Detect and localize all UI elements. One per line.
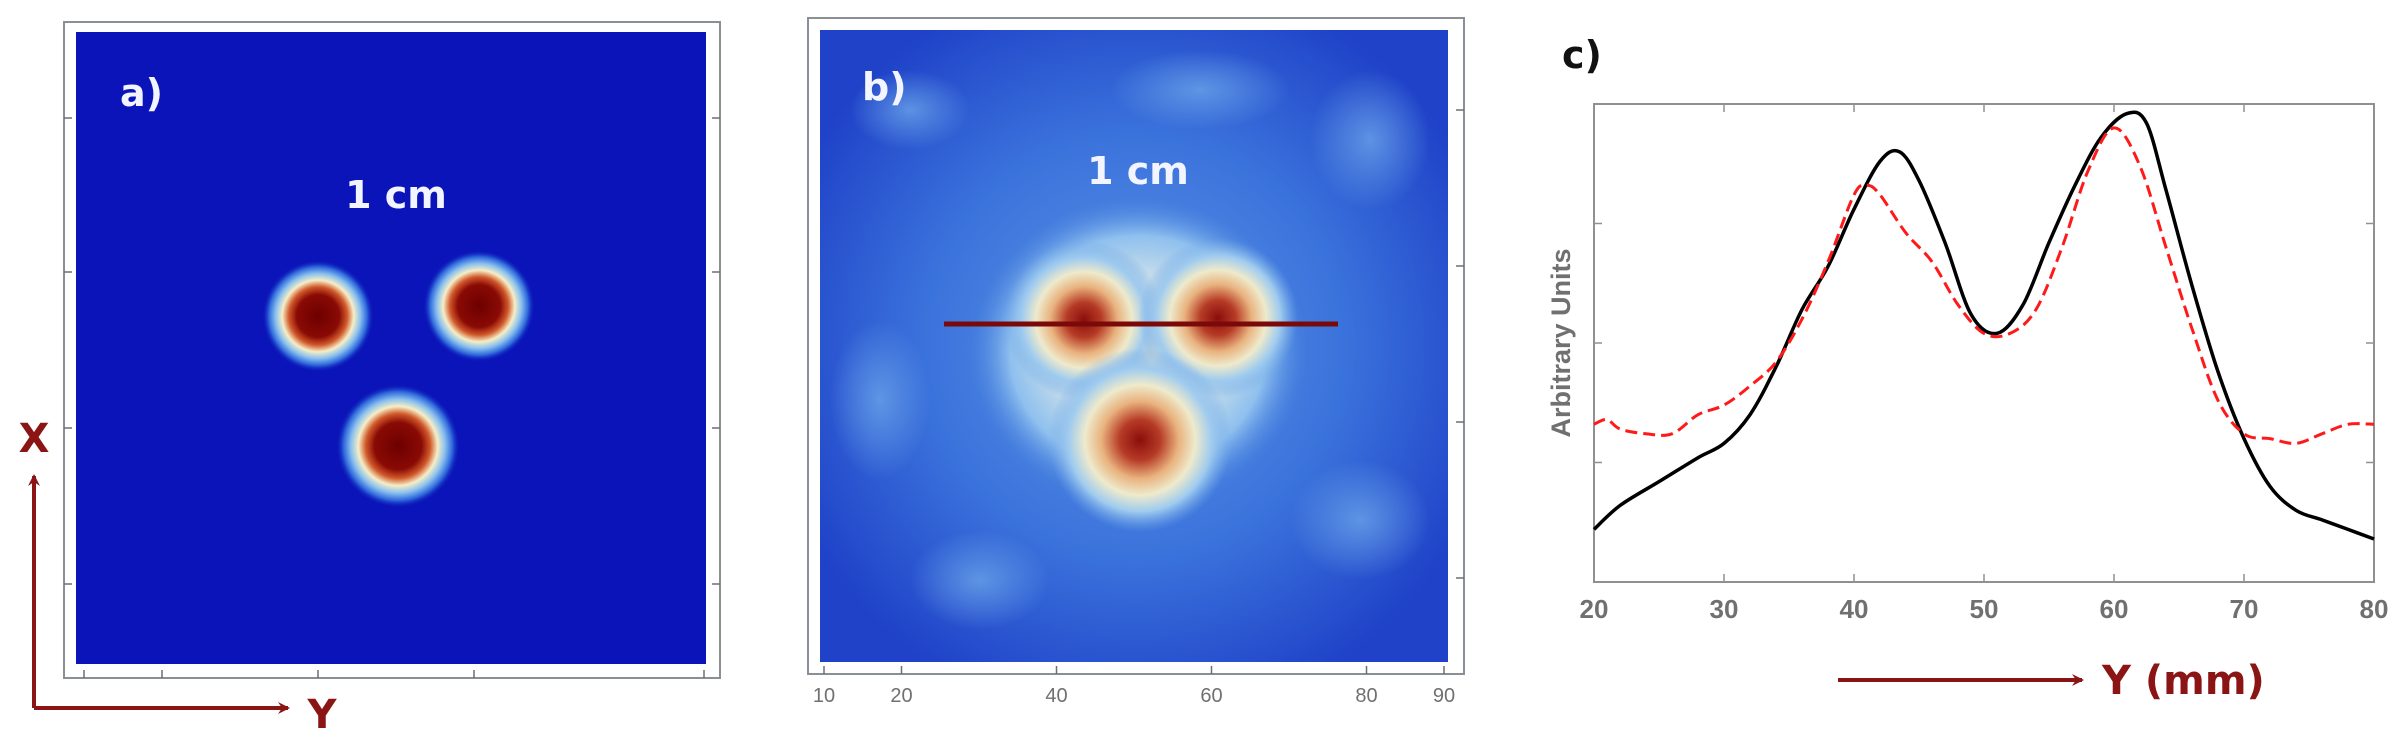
panel-b-x-tick-label: 60 — [1200, 685, 1222, 707]
panel-c-x-tick-label: 60 — [2100, 594, 2129, 624]
panel-c-chart: 20 30 40 50 60 70 80 — [1580, 104, 2389, 624]
series-line-dashed — [1593, 126, 2375, 445]
panel-a-scale-text: 1 cm — [345, 173, 447, 217]
panel-c-xlabel-group: Y (mm) — [1838, 658, 2265, 704]
panel-c: c) 20 30 40 50 60 70 80 Arbitrary Units Y (mm) — [1546, 33, 2388, 704]
panel-c-x-tick-label: 20 — [1580, 594, 1609, 624]
panel-a-frame — [63, 21, 721, 679]
orientation-arrows: X Y — [19, 416, 338, 738]
panel-a-spots — [262, 250, 535, 508]
panel-b-mottle — [830, 50, 1430, 630]
panel-b-label: b) — [862, 65, 907, 109]
panel-c-plot-frame — [1593, 103, 2375, 583]
panel-a-heatmap-bg — [76, 32, 706, 664]
panel-b-x-tick-label: 80 — [1355, 685, 1377, 707]
panel-a: a) 1 cm — [63, 21, 721, 679]
panel-b-x-tick-label: 10 — [813, 685, 835, 707]
panel-a-spot — [423, 250, 535, 362]
panel-b-x-tick-label: 40 — [1045, 685, 1067, 707]
panel-a-ticks — [64, 117, 720, 678]
panel-a-spot — [262, 260, 374, 372]
panel-b: b) 1 cm 10 20 40 60 80 90 — [807, 17, 1465, 707]
series-line-solid — [1592, 110, 2375, 541]
panel-c-x-tick-label: 30 — [1710, 594, 1739, 624]
panel-c-x-tick-label: 50 — [1970, 594, 1999, 624]
y-direction-label: Y — [307, 692, 338, 738]
panel-c-ylabel: Arbitrary Units — [1546, 248, 1576, 437]
panel-a-spot — [336, 384, 460, 508]
panel-a-label: a) — [120, 71, 163, 115]
panel-b-scale-text: 1 cm — [1087, 149, 1189, 193]
panel-b-right-ticks — [1456, 109, 1464, 579]
panel-b-spots — [968, 197, 1308, 532]
panel-c-x-tick-label: 40 — [1840, 594, 1869, 624]
panel-b-spot — [1048, 348, 1232, 532]
panel-b-frame — [807, 17, 1465, 675]
panel-c-label: c) — [1562, 33, 1602, 77]
panel-c-xlabel: Y (mm) — [2101, 658, 2265, 704]
panel-c-x-tick-label: 70 — [2230, 594, 2259, 624]
panel-b-x-tick-label: 20 — [890, 685, 912, 707]
panel-c-x-tick-label: 80 — [2360, 594, 2389, 624]
x-direction-label: X — [19, 416, 50, 462]
panel-b-x-tick-label: 90 — [1433, 685, 1455, 707]
panel-b-x-ticks: 10 20 40 60 80 90 — [813, 666, 1455, 707]
